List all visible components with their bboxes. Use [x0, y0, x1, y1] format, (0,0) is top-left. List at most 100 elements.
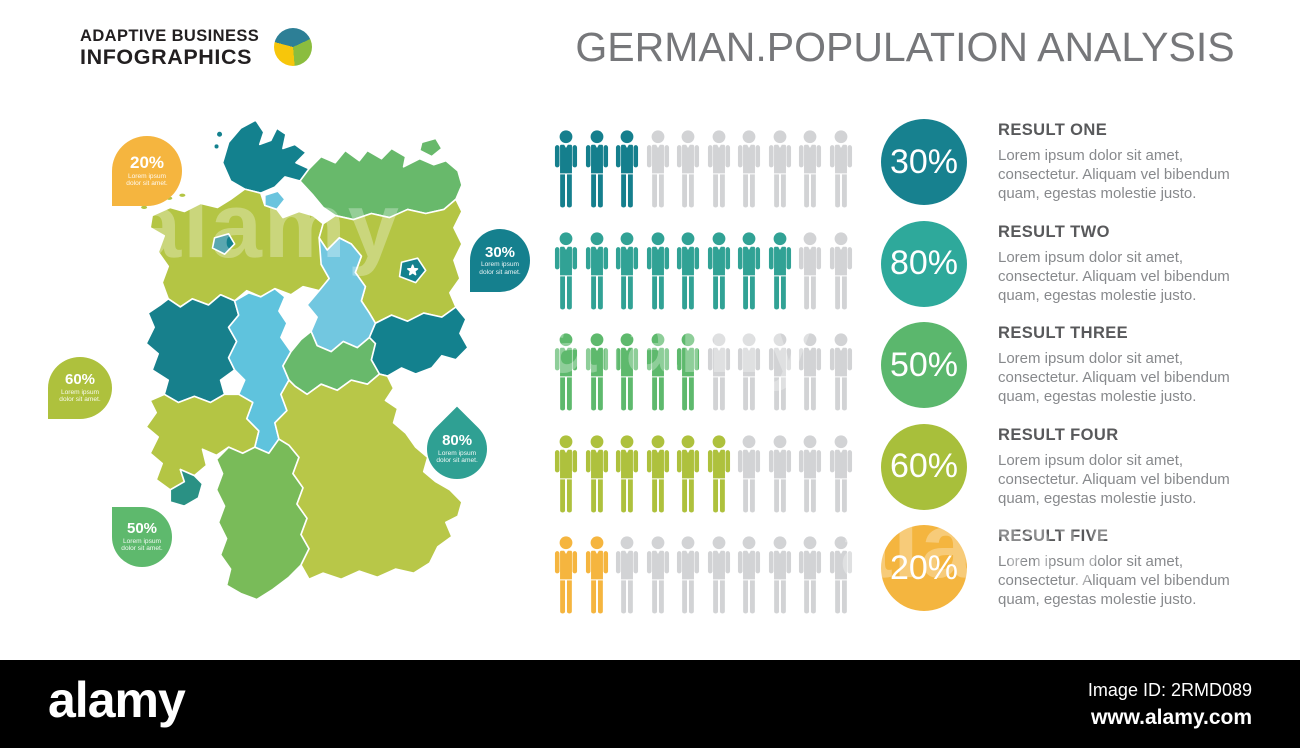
berlin-star-icon [407, 264, 419, 276]
person-icon [798, 434, 822, 512]
person-icon [615, 130, 639, 208]
pictograph-row [553, 533, 854, 617]
person-icon [707, 434, 730, 512]
callout-percentage: 20% [129, 153, 165, 173]
region-bremen [211, 233, 236, 255]
result-percentage-circle: 60% [881, 423, 967, 510]
pictograph-row [553, 229, 854, 313]
region-hamburg [264, 190, 286, 211]
person-icon [829, 434, 852, 512]
result-body: Lorem ipsum dolor sit amet, consectetur.… [998, 147, 1230, 202]
callout-caption: Lorem ipsum dolor sit amet. [121, 537, 163, 553]
pie-chart-icon [274, 28, 312, 66]
result-body: Lorem ipsum dolor sit amet, consectetur.… [998, 350, 1230, 405]
result-percentage: 50% [889, 345, 959, 384]
person-icon [585, 231, 608, 309]
callout-percentage: 30% [484, 243, 516, 261]
person-icon [798, 231, 822, 309]
person-icon [646, 434, 669, 512]
person-icon [646, 333, 669, 411]
result-row: 60% RESULT FOUR Lorem ipsum dolor sit amet… [881, 423, 1246, 510]
person-icon [646, 231, 669, 309]
region-lower-saxony [149, 188, 330, 308]
pictograph [553, 127, 854, 635]
callout-percentage: 50% [126, 520, 158, 538]
person-icon [585, 536, 608, 614]
brand-logo-line1: ADAPTIVE BUSINESS [80, 27, 260, 45]
region-island [214, 144, 219, 149]
person-icon [737, 130, 761, 208]
person-icon [585, 434, 608, 512]
region-island [217, 131, 223, 137]
callout-50-percent: 50% Lorem ipsum dolor sit amet. [112, 507, 172, 567]
callout-20-percent: 20% Lorem ipsum dolor sit amet. [112, 136, 182, 206]
result-row: 20% RESULT FIVE Lorem ipsum dolor sit amet… [881, 525, 1246, 611]
person-icon [554, 536, 578, 614]
callout-caption: Lorem ipsum dolor sit amet. [126, 172, 168, 188]
pictograph-row [553, 127, 854, 211]
person-icon [707, 333, 730, 411]
person-icon [554, 130, 578, 208]
region-saarland [169, 468, 204, 507]
region-ruegen-island [418, 137, 443, 158]
result-row: 30% RESULT ONE Lorem ipsum dolor sit amet,… [881, 119, 1246, 205]
person-icon [646, 130, 669, 208]
region-baden-wurttemberg [215, 438, 310, 601]
callout-percentage: 80% [441, 432, 473, 450]
callout-caption: Lorem ipsum dolor sit amet. [59, 388, 101, 404]
person-icon [768, 536, 791, 614]
person-icon [676, 536, 700, 614]
person-icon [676, 130, 700, 208]
region-island [179, 193, 186, 197]
person-icon [737, 231, 761, 309]
pictograph-row [553, 432, 854, 516]
person-icon [798, 536, 822, 614]
alamy-url: www.alamy.com [1090, 706, 1252, 729]
page-title: GERMAN.POPULATION ANALYSIS [575, 24, 1235, 70]
person-icon [707, 130, 730, 208]
person-icon [768, 333, 791, 411]
result-percentage: 30% [889, 142, 959, 181]
person-icon [615, 434, 639, 512]
region-mecklenburg-vorpommern [299, 147, 463, 221]
person-icon [585, 130, 608, 208]
person-icon [646, 536, 669, 614]
region-bavaria [274, 373, 463, 581]
region-island [141, 205, 148, 210]
result-percentage-circle: 30% [881, 119, 967, 205]
result-percentage: 60% [889, 447, 959, 485]
person-icon [615, 536, 639, 614]
region-rhineland-palatinate [145, 393, 260, 491]
callout-60-percent: 60% Lorem ipsum dolor sit amet. [48, 357, 112, 419]
result-heading: RESULT THREE [998, 324, 1129, 342]
person-icon [676, 434, 700, 512]
person-icon [737, 434, 761, 512]
person-icon [707, 536, 730, 614]
person-icon [554, 231, 578, 309]
results-list: 30% RESULT ONE Lorem ipsum dolor sit amet,… [881, 119, 1246, 627]
person-icon [798, 130, 822, 208]
result-percentage-circle: 80% [881, 220, 967, 307]
person-icon [554, 434, 578, 512]
person-icon [768, 434, 791, 512]
callout-30-percent: 30% Lorem ipsum dolor sit amet. [470, 229, 530, 292]
person-icon [676, 333, 700, 411]
region-schleswig-holstein [221, 119, 310, 194]
person-icon [829, 333, 852, 411]
result-row: 50% RESULT THREE Lorem ipsum dolor sit ame… [881, 322, 1246, 408]
result-heading: RESULT FIVE [998, 527, 1109, 545]
image-id: Image ID: 2RMD089 [1087, 680, 1252, 700]
person-icon [829, 536, 852, 614]
person-icon [615, 231, 639, 309]
result-percentage-circle: 50% [881, 322, 967, 408]
brand-logo: ADAPTIVE BUSINESS INFOGRAPHICS [80, 27, 259, 70]
region-north-rhine-westphalia [145, 293, 240, 404]
callout-caption: Lorem ipsum dolor sit amet. [436, 449, 478, 465]
person-icon [768, 130, 791, 208]
result-heading: RESULT ONE [998, 121, 1108, 139]
alamy-logo: alamy [48, 672, 186, 728]
region-saxony [368, 306, 469, 377]
person-icon [554, 333, 578, 411]
brand-logo-line2: INFOGRAPHICS [80, 45, 253, 70]
